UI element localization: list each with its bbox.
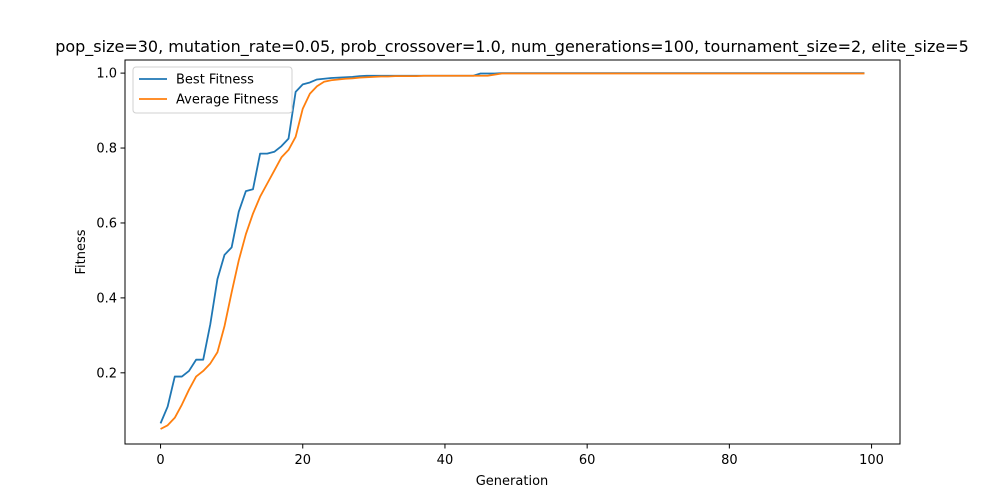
series-line-average-fitness xyxy=(160,72,865,430)
y-tick-label: 0.8 xyxy=(96,142,117,157)
y-tick-label: 0.2 xyxy=(96,366,117,381)
legend-label: Average Fitness xyxy=(176,93,279,108)
legend-box xyxy=(132,66,293,114)
x-tick-label: 0 xyxy=(156,453,164,468)
y-axis: 0.2 0.4 0.6 0.8 1.0 xyxy=(96,67,125,381)
x-tick-label: 60 xyxy=(579,453,596,468)
x-axis: 0 20 40 60 80 100 xyxy=(156,444,884,468)
x-axis-label: Generation xyxy=(476,474,549,489)
legend: Best Fitness Average Fitness xyxy=(132,66,293,114)
x-tick-label: 100 xyxy=(859,453,884,468)
y-axis-label: Fitness xyxy=(74,229,89,274)
x-tick-label: 20 xyxy=(294,453,311,468)
legend-label: Best Fitness xyxy=(176,73,254,88)
y-tick-label: 0.6 xyxy=(96,216,117,231)
x-tick-label: 40 xyxy=(437,453,454,468)
chart-title: pop_size=30, mutation_rate=0.05, prob_cr… xyxy=(55,37,969,57)
axes-frame xyxy=(124,59,901,445)
x-tick-label: 80 xyxy=(721,453,738,468)
y-tick-label: 1.0 xyxy=(96,67,117,82)
y-tick-label: 0.4 xyxy=(96,291,117,306)
plot-area xyxy=(159,72,865,430)
